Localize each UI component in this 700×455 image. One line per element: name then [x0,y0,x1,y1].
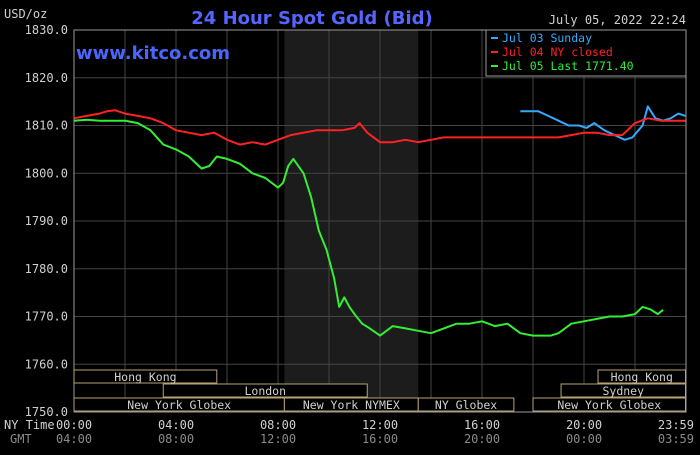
x-tick-label-gmt: 00:00 [566,432,602,446]
session-label: Hong Kong [114,370,176,384]
y-tick-label: 1800.0 [25,166,68,180]
x-tick-label-ny: 16:00 [464,418,500,432]
chart-title: 24 Hour Spot Gold (Bid) [191,8,432,29]
y-tick-label: 1790.0 [25,214,68,228]
y-tick-label: 1780.0 [25,262,68,276]
session-bar [162,383,368,398]
x-tick-label-gmt: 08:00 [158,432,194,446]
y-tick-label: 1810.0 [25,119,68,133]
session-label: NY Globex [435,398,497,412]
x-tick-label-gmt: 16:00 [362,432,398,446]
series-line-3 [73,118,664,337]
session-label: Sydney [602,384,644,398]
series-line-2 [73,109,686,146]
grid-lines [74,30,686,412]
session-bar [532,397,686,412]
x-tick-label-gmt: 12:00 [260,432,296,446]
x-tick-label-ny: 00:00 [56,418,92,432]
y-tick-label: 1750.0 [25,405,68,419]
price-series [73,105,686,337]
x-tick-label-ny: 23:59 [658,418,694,432]
x-tick-label-gmt: 04:00 [56,432,92,446]
session-label: London [244,384,286,398]
session-bar [73,369,218,384]
unit-label: USD/oz [4,7,47,21]
session-label: New York NYMEX [303,398,400,412]
session-label: Hong Kong [611,370,673,384]
legend-label: Jul 04 NY closed [502,45,613,59]
x-tick-label-gmt: 03:59 [658,432,694,446]
x-axis-labels: 00:0004:0004:0008:0008:0012:0012:0016:00… [56,418,694,446]
session-bar [560,383,686,398]
y-tick-label: 1770.0 [25,310,68,324]
watermark: www.kitco.com [76,43,230,64]
x-tick-label-gmt: 20:00 [464,432,500,446]
x-tick-label-ny: 12:00 [362,418,398,432]
y-tick-label: 1760.0 [25,357,68,371]
plot-frame [73,29,687,413]
session-label: New York Globex [127,398,231,412]
timestamp: July 05, 2022 22:24 [549,13,686,27]
y-tick-label: 1830.0 [25,23,68,37]
x-tick-label-ny: 20:00 [566,418,602,432]
x-tick-label-ny: 08:00 [260,418,296,432]
session-bar [417,397,515,412]
session-bar [597,369,686,384]
gmt-label: GMT [10,432,32,446]
legend-label: Jul 03 Sunday [502,31,592,45]
legend-box [485,29,687,77]
y-axis-labels: 1830.0 1820.0 1810.0 1800.0 1790.0 1780.0 1770… [25,23,68,419]
y-tick-label: 1820.0 [25,71,68,85]
ny-time-label: NY Time [4,418,55,432]
session-label: New York Globex [557,398,661,412]
x-tick-label-ny: 04:00 [158,418,194,432]
legend-label: Jul 05 Last 1771.40 [502,59,634,73]
